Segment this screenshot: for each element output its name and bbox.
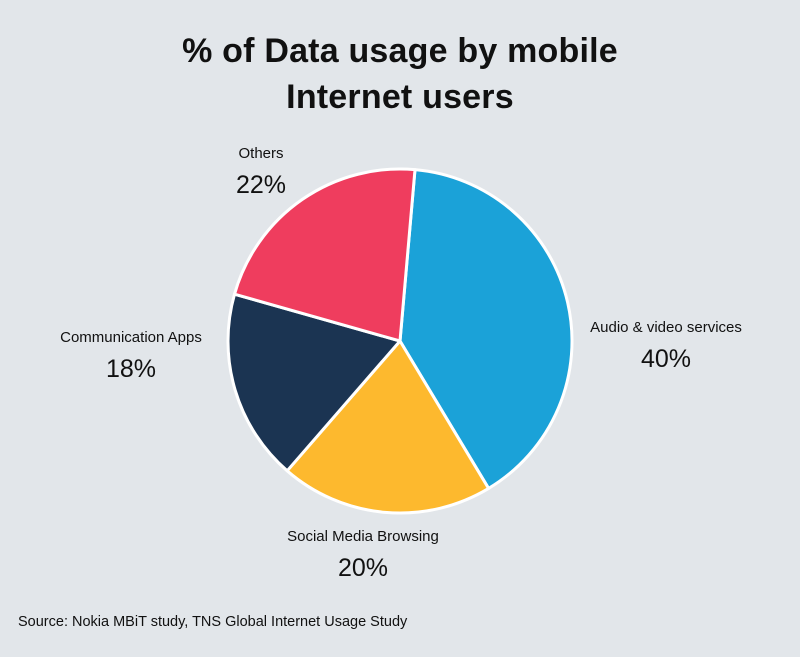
slice-value-others: 22% [235,171,287,199]
slice-label-others: Others 22% [141,144,381,202]
slice-value-audio-video: 40% [640,345,692,373]
slice-name-communication: Communication Apps [60,329,202,346]
chart-title-line-2: Internet users [286,78,514,116]
slice-value-communication: 18% [105,355,157,383]
chart-title-line-1: % of Data usage by mobile [182,32,618,70]
slice-social-media [285,339,491,515]
slice-value-social-media: 20% [337,554,389,582]
slice-name-others: Others [238,145,284,162]
slice-label-audio-video: Audio & video services 40% [546,318,786,376]
slice-others [233,167,417,343]
slice-name-audio-video: Audio & video services [590,319,742,336]
slice-communication [226,292,402,473]
slice-label-social-media: Social Media Browsing 20% [243,527,483,585]
slice-label-communication: Communication Apps 18% [11,328,251,386]
chart-title: % of Data usage by mobile Internet users [0,28,800,120]
slice-audio-video [398,168,574,490]
source-note: Source: Nokia MBiT study, TNS Global Int… [18,614,408,630]
slice-name-social-media: Social Media Browsing [287,528,439,545]
